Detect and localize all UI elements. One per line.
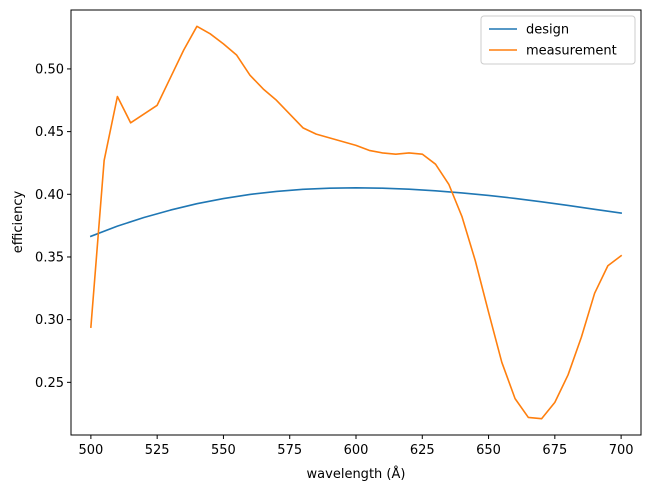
x-axis-label: wavelength (Å) xyxy=(307,466,406,482)
legend-label-measurement: measurement xyxy=(526,44,617,59)
y-tick-label: 0.45 xyxy=(35,125,64,140)
series-line-measurement xyxy=(90,25,623,420)
y-tick-label: 0.40 xyxy=(35,188,64,203)
series-line-design xyxy=(89,186,623,238)
y-tick-label: 0.25 xyxy=(35,376,64,391)
x-tick-label: 575 xyxy=(277,443,302,458)
x-tick-label: 600 xyxy=(344,443,369,458)
y-tick-label: 0.30 xyxy=(35,313,64,328)
plot-frame xyxy=(70,9,642,436)
x-tick-label: 550 xyxy=(211,443,236,458)
x-tick-label: 675 xyxy=(542,443,567,458)
y-axis-label: efficiency xyxy=(11,190,26,253)
legend-label-design: design xyxy=(526,23,569,38)
x-tick-label: 650 xyxy=(476,443,501,458)
x-tick-label: 700 xyxy=(609,443,634,458)
series-layer xyxy=(89,25,623,420)
axes-layer: 500 525 550 575 600 625 650 675 700 0.25 0.30 0.35 0… xyxy=(35,62,633,458)
y-tick-label: 0.35 xyxy=(35,250,64,265)
y-tick-label: 0.50 xyxy=(35,62,64,77)
legend-box xyxy=(480,15,636,65)
x-tick-label: 625 xyxy=(410,443,435,458)
legend: design measurement xyxy=(480,15,636,65)
plot-area xyxy=(71,10,641,435)
x-tick-label: 500 xyxy=(78,443,103,458)
x-tick-label: 525 xyxy=(145,443,170,458)
